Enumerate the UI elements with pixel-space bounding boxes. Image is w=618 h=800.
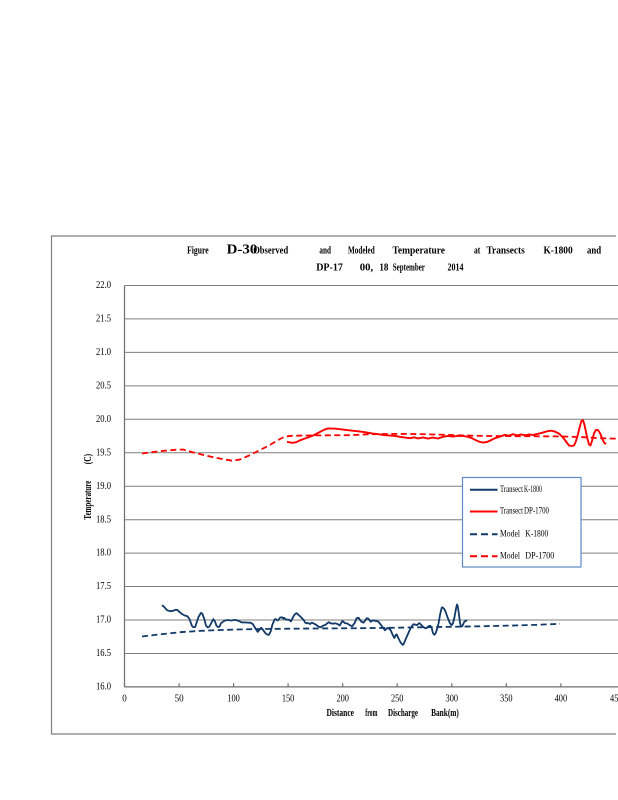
svg-text:21.0: 21.0 (96, 347, 111, 358)
svg-text:DP-1700: DP-1700 (525, 552, 554, 562)
svg-text:20.0: 20.0 (96, 414, 111, 425)
svg-text:Model: Model (500, 529, 520, 539)
svg-text:16.5: 16.5 (96, 648, 111, 659)
svg-text:at: at (474, 244, 481, 256)
svg-text:September: September (393, 261, 425, 273)
svg-text:from: from (365, 708, 377, 719)
svg-text:K-1800: K-1800 (525, 529, 548, 539)
svg-text:K-1800: K-1800 (524, 485, 542, 495)
svg-text:D-30: D-30 (227, 241, 258, 256)
svg-text:Model: Model (500, 552, 520, 562)
svg-text:Temperature: Temperature (393, 244, 446, 256)
svg-text:00,: 00, (360, 261, 374, 273)
svg-text:Temperature: Temperature (83, 480, 94, 519)
svg-text:Transects: Transects (487, 244, 526, 256)
svg-text:21.5: 21.5 (96, 314, 111, 325)
svg-text:2014: 2014 (448, 261, 464, 273)
svg-text:Observed: Observed (253, 244, 288, 256)
svg-text:22.0: 22.0 (96, 280, 111, 291)
svg-text:450: 450 (610, 693, 618, 704)
svg-text:50: 50 (175, 693, 184, 704)
svg-text:Transect: Transect (500, 485, 523, 495)
svg-text:17.0: 17.0 (96, 615, 111, 626)
svg-text:150: 150 (282, 693, 295, 704)
svg-text:300: 300 (446, 693, 459, 704)
svg-text:18.5: 18.5 (96, 514, 111, 525)
svg-text:250: 250 (391, 693, 404, 704)
svg-text:Discharge: Discharge (388, 708, 418, 719)
svg-text:Distance: Distance (327, 708, 355, 719)
svg-text:18: 18 (379, 261, 388, 273)
svg-text:18.0: 18.0 (96, 548, 111, 559)
svg-text:19.0: 19.0 (96, 481, 111, 492)
svg-text:400: 400 (555, 693, 568, 704)
svg-text:Modeled: Modeled (348, 244, 375, 256)
svg-text:350: 350 (500, 693, 513, 704)
svg-text:17.5: 17.5 (96, 581, 111, 592)
svg-text:DP-1700: DP-1700 (524, 507, 549, 517)
svg-text:16.0: 16.0 (96, 682, 111, 693)
svg-text:20.5: 20.5 (96, 381, 111, 392)
svg-text:100: 100 (227, 693, 240, 704)
svg-text:(C): (C) (83, 454, 94, 465)
svg-text:Figure: Figure (187, 244, 209, 256)
svg-text:and: and (587, 244, 601, 256)
svg-text:19.5: 19.5 (96, 447, 111, 458)
svg-text:200: 200 (336, 693, 349, 704)
svg-text:DP-17: DP-17 (316, 261, 343, 273)
svg-text:Bank(m): Bank(m) (431, 708, 459, 719)
svg-text:0: 0 (122, 693, 127, 704)
svg-text:Transect: Transect (500, 507, 523, 517)
svg-text:K-1800: K-1800 (544, 244, 574, 256)
svg-text:and: and (319, 244, 331, 256)
